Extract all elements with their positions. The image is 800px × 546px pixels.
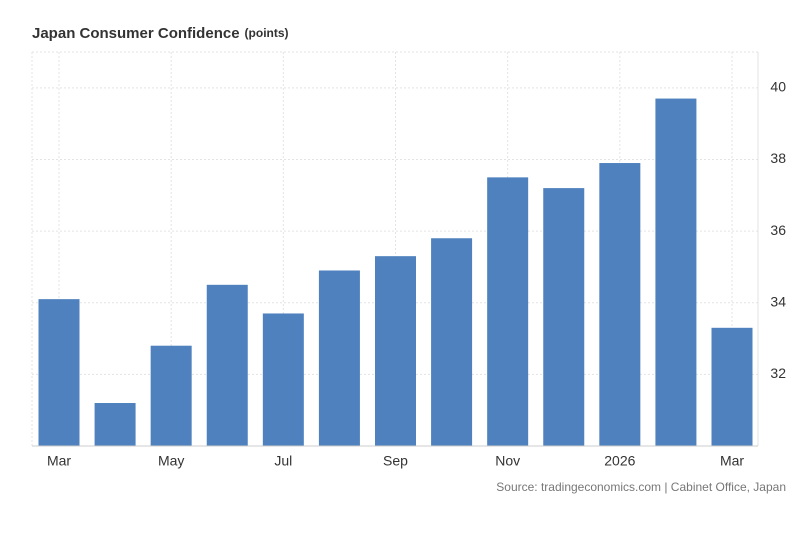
bar <box>599 163 641 446</box>
bar <box>318 270 360 446</box>
bar <box>206 284 248 446</box>
bar <box>711 327 753 446</box>
y-tick-label: 38 <box>770 150 786 166</box>
unit-text: (points) <box>245 26 289 40</box>
x-tick-label: Mar <box>720 453 744 469</box>
source: Source: tradingeconomics.com | Cabinet O… <box>496 480 786 494</box>
y-tick-label: 32 <box>770 365 786 381</box>
y-tick-label: 34 <box>770 293 786 309</box>
bar <box>38 299 80 446</box>
x-tick-label: 2026 <box>604 453 635 469</box>
x-tick-label: May <box>158 453 184 469</box>
bar <box>94 403 136 446</box>
x-tick-label: Nov <box>495 453 520 469</box>
bar <box>487 177 529 446</box>
x-tick-label: Sep <box>383 453 408 469</box>
y-tick-label: 36 <box>770 222 786 238</box>
bar <box>262 313 304 446</box>
title-text: Japan Consumer Confidence <box>32 25 240 42</box>
chart-title: Japan Consumer Confidence (points) <box>32 25 289 42</box>
bar <box>150 345 192 446</box>
bar <box>543 188 585 447</box>
bar <box>375 256 416 446</box>
y-tick-label: 40 <box>770 79 786 95</box>
bar <box>655 98 697 447</box>
x-tick-label: Mar <box>47 453 71 469</box>
x-tick-label: Jul <box>274 453 292 469</box>
bar <box>431 238 473 446</box>
